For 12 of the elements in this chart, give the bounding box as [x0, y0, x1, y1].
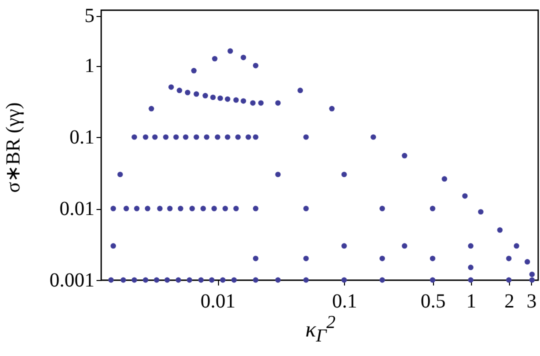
- y-tick-label: 5: [84, 5, 94, 28]
- y-tick-label: 0.01: [60, 198, 94, 220]
- x-tick-label: 0.01: [200, 290, 236, 312]
- y-tick-label: 0.001: [50, 270, 94, 292]
- x-tick-label: 2: [504, 290, 514, 312]
- y-tick-label: 0.1: [70, 126, 94, 149]
- x-tick-label: 3: [526, 290, 537, 312]
- y-tick-label: 1: [84, 55, 94, 78]
- x-tick-label: 1: [466, 290, 476, 312]
- y-axis-title: σ∗BR (γγ): [2, 101, 26, 195]
- x-tick-label: 0.1: [332, 290, 358, 312]
- x-tick-label: 0.5: [420, 290, 446, 312]
